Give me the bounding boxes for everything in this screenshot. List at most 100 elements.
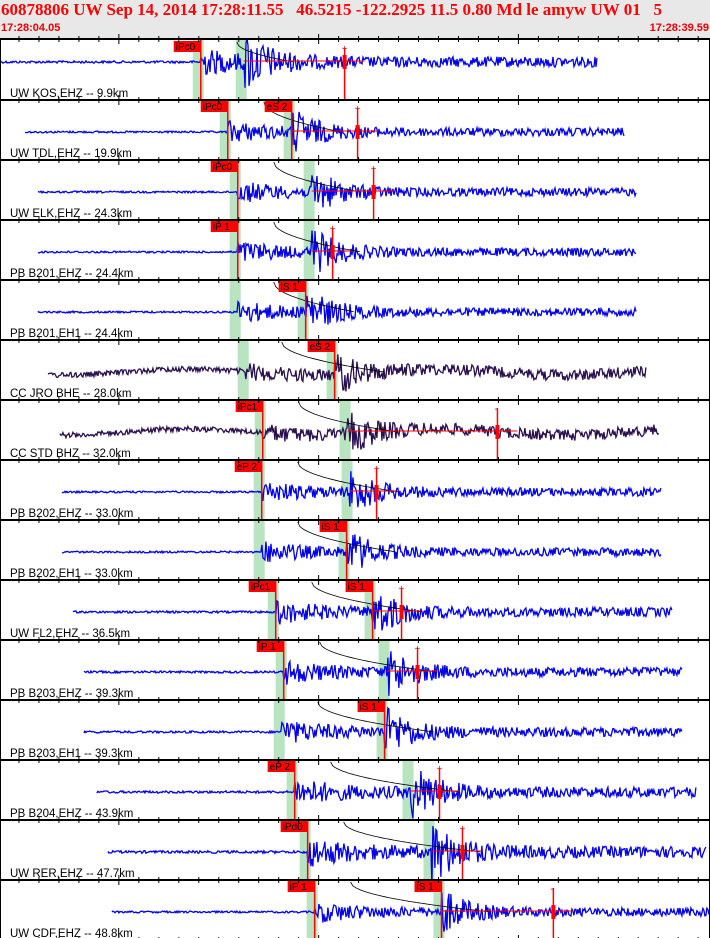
station-label: PB B201,EHZ -- 24.4km — [10, 268, 133, 280]
trace-row[interactable]: iPc1 iS 1 + UW FL2,EHZ -- 36.5km — [10, 580, 673, 640]
trace-row[interactable]: iPd0 + UW RER,EHZ -- 47.7km — [10, 820, 707, 886]
waveform — [107, 826, 707, 886]
waveform — [0, 38, 598, 88]
s-window — [339, 400, 351, 460]
end-mark-sign: + — [437, 764, 443, 775]
s-window — [235, 40, 247, 100]
pick-label-box — [307, 341, 335, 352]
travel-time-curve — [330, 761, 459, 793]
end-mark — [399, 605, 404, 619]
waveform — [37, 175, 637, 208]
p-pick-label: iPc0 — [176, 42, 196, 53]
p-window — [299, 820, 311, 880]
trace-row[interactable]: iP 1 + PB B203,EHZ -- 39.3km — [10, 640, 683, 700]
p-pick-label: eP 2 — [237, 462, 258, 473]
end-mark — [495, 425, 500, 439]
event-title: 60878806 UW Sep 14, 2014 17:28:11.55 46.… — [1, 0, 662, 19]
trace-row[interactable]: iPc0 + UW ELK,EHZ -- 24.3km — [10, 160, 637, 220]
s-pick-label: iS 1 — [360, 702, 378, 713]
s-pick-label: eS 2 — [310, 342, 331, 353]
end-mark-sign: - — [550, 884, 553, 895]
end-mark — [437, 785, 442, 799]
station-label: UW KOS,EHZ -- 9.9km — [10, 88, 128, 100]
waveform — [96, 770, 697, 819]
waveform — [83, 651, 683, 696]
station-label: PB B201,EH1 -- 24.4km — [10, 328, 133, 340]
s-pick-label: iS 1 — [348, 582, 366, 593]
trace-row[interactable]: iS 1 PB B201,EH1 -- 24.4km — [10, 280, 637, 340]
p-pick-label: iP 1 — [290, 882, 307, 893]
trace-row[interactable]: eP 2 + PB B204,EHZ -- 43.9km — [10, 760, 697, 820]
station-label: PB B204,EHZ -- 43.9km — [10, 808, 133, 820]
p-window — [229, 160, 241, 220]
p-window — [273, 700, 285, 760]
station-label: PB B202,EHZ -- 33.0km — [10, 508, 133, 520]
travel-time-curve — [343, 821, 480, 853]
pick-label-box — [278, 281, 306, 292]
end-mark-sign: + — [399, 584, 405, 595]
s-pick-label: eS 2 — [267, 102, 288, 113]
end-mark — [330, 245, 335, 259]
s-pick-label: iS 1 — [417, 882, 435, 893]
p-window — [253, 520, 265, 580]
trace-row[interactable]: iS 1 PB B202,EH1 -- 33.0km — [10, 520, 662, 580]
p-pick-label: iP 1 — [259, 642, 276, 653]
p-window — [286, 760, 298, 820]
pick-label-box — [173, 41, 201, 52]
p-pick-label: iPc1 — [238, 402, 258, 413]
end-mark-sign: + — [342, 44, 348, 55]
trace-row[interactable]: iPc1 - CC STD BHZ -- 32.0km — [10, 400, 660, 460]
station-label: UW TDL,EHZ -- 19.9km — [10, 148, 132, 160]
start-time: 17:28:04.05 — [1, 22, 61, 34]
pick-label-box — [267, 761, 295, 772]
station-label: UW ELK,EHZ -- 24.3km — [10, 208, 132, 220]
trace-row[interactable]: eS 2 CC JRO BHE -- 28.0km — [10, 340, 647, 400]
end-mark — [551, 905, 556, 919]
trace-row[interactable]: iPc0 + UW KOS,EHZ -- 9.9km — [0, 38, 598, 101]
trace-row[interactable]: iP 1 + PB B201,EHZ -- 24.4km — [10, 220, 637, 280]
trace-row[interactable]: iPc0 eS 2 + UW TDL,EHZ -- 19.9km — [10, 100, 625, 160]
pick-label-box — [200, 101, 228, 112]
waveform — [61, 471, 662, 508]
pick-label-box — [248, 581, 276, 592]
pick-label-box — [210, 221, 238, 232]
end-mark-sign: + — [374, 464, 380, 475]
end-mark-sign: - — [494, 404, 497, 415]
travel-time-curve — [350, 881, 491, 913]
p-pick-label: eP 2 — [270, 762, 291, 773]
end-mark-sign: + — [330, 224, 336, 235]
waveform — [37, 295, 637, 325]
station-label: PB B203,EH1 -- 39.3km — [10, 748, 133, 760]
p-window — [267, 580, 279, 640]
waveform — [61, 534, 662, 568]
trace-row[interactable]: iP 1 iS 1 - UW CDF,EHZ -- 48.8km — [10, 880, 710, 938]
travel-time-curve — [273, 221, 360, 253]
station-label: PB B203,EHZ -- 39.3km — [10, 688, 133, 700]
trace-row[interactable]: iS 1 PB B203,EH1 -- 39.3km — [10, 700, 683, 760]
p-window — [229, 220, 241, 280]
station-label: CC STD BHZ -- 32.0km — [10, 448, 131, 460]
travel-time-curve — [298, 401, 397, 433]
s-window — [433, 880, 445, 938]
p-pick-label: iPc0 — [203, 102, 223, 113]
end-mark — [371, 185, 376, 199]
station-label: PB B202,EH1 -- 33.0km — [10, 568, 133, 580]
waveform — [24, 111, 625, 152]
trace-row[interactable]: eP 2 + PB B202,EHZ -- 33.0km — [10, 460, 662, 520]
end-mark-sign: + — [355, 104, 361, 115]
p-pick-label: iPc0 — [213, 162, 233, 173]
pick-label-box — [357, 701, 385, 712]
p-pick-label: iPd0 — [283, 822, 303, 833]
pick-label-box — [345, 581, 373, 592]
p-window — [219, 100, 231, 160]
station-label: UW RER,EHZ -- 47.7km — [10, 868, 135, 880]
end-mark — [460, 845, 465, 859]
end-time: 17:28:39.59 — [649, 22, 709, 34]
s-pick-label: iS 1 — [322, 522, 340, 533]
s-pick-label: iS 1 — [281, 282, 299, 293]
p-window — [253, 460, 265, 520]
p-pick-label: iP 1 — [213, 222, 230, 233]
p-window — [275, 640, 287, 700]
